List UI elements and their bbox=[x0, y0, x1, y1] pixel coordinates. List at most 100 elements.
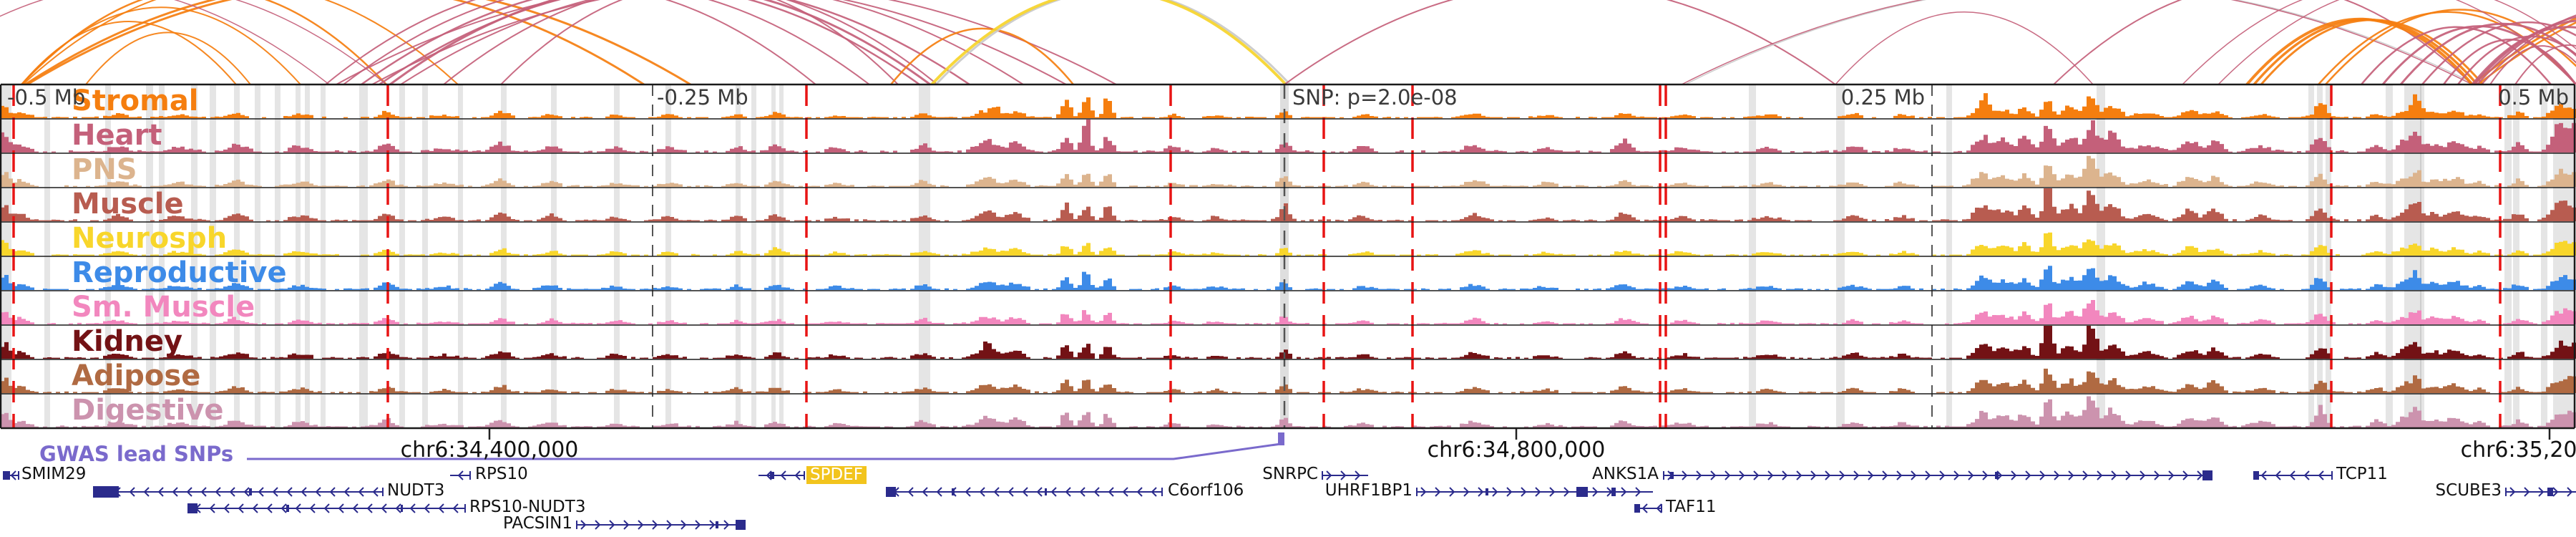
interaction-arc bbox=[1284, 0, 1836, 84]
gene-label-pacsin1: PACSIN1 bbox=[502, 514, 572, 533]
interaction-arc bbox=[2253, 18, 2479, 84]
interaction-arc bbox=[930, 0, 1287, 84]
gene-model-scube3 bbox=[2505, 487, 2576, 497]
snp-pvalue-label: SNP: p=2.0e-08 bbox=[1292, 85, 1458, 110]
gene-model-snrpc bbox=[1322, 470, 1368, 480]
interaction-arc bbox=[1835, 11, 2094, 84]
gene-model-spdef bbox=[758, 470, 805, 480]
gene-label-nudt3: NUDT3 bbox=[387, 481, 445, 500]
interaction-arc bbox=[500, 0, 899, 84]
chr-coordinate-label: chr6:35,200,000 bbox=[2460, 437, 2576, 463]
interaction-arc bbox=[2471, 26, 2576, 84]
gene-model-smim29 bbox=[3, 470, 19, 480]
gene-label-spdef: SPDEF bbox=[806, 466, 867, 484]
gene-model-c6orf106 bbox=[886, 487, 1163, 497]
interaction-arc bbox=[2053, 0, 2473, 84]
interaction-arc bbox=[935, 0, 1292, 84]
axis-mb-label: -0.5 Mb bbox=[7, 85, 86, 110]
axis-mb-label: 0.5 Mb bbox=[2498, 85, 2569, 110]
track-label-digestive: Digestive bbox=[72, 394, 224, 427]
track-label-muscle: Muscle bbox=[72, 188, 184, 221]
gene-label-scube3: SCUBE3 bbox=[2435, 481, 2502, 500]
signal-track-muscle bbox=[0, 188, 2576, 221]
gene-label-tcp11: TCP11 bbox=[2336, 465, 2388, 483]
interaction-arc bbox=[2514, 44, 2576, 84]
gwas-lead-snp-tick bbox=[1278, 432, 1284, 445]
interaction-arc bbox=[336, 0, 1067, 84]
signal-track-pns bbox=[0, 155, 2576, 187]
interaction-arc bbox=[325, 0, 816, 84]
track-label-heart: Heart bbox=[72, 119, 162, 152]
interaction-arc bbox=[21, 0, 387, 84]
gene-model-anks1a bbox=[1663, 470, 2212, 480]
interaction-arc bbox=[2477, 16, 2576, 84]
interaction-arc bbox=[389, 0, 931, 84]
interaction-arc bbox=[2218, 0, 2576, 84]
signal-track-kidney bbox=[0, 326, 2576, 359]
signal-track-stromal bbox=[0, 93, 2576, 118]
interaction-arc bbox=[371, 0, 1117, 84]
interaction-arc bbox=[24, 0, 645, 84]
interaction-arc bbox=[2481, 14, 2576, 84]
interaction-arc bbox=[2489, 45, 2576, 84]
gene-label-snrpc: SNRPC bbox=[1262, 465, 1318, 483]
track-label-adipose: Adipose bbox=[72, 359, 201, 392]
axis-mb-label: 0.25 Mb bbox=[1840, 85, 1925, 110]
signal-track-sm-muscle bbox=[0, 300, 2576, 324]
track-label-pns: PNS bbox=[72, 153, 137, 186]
gene-label-c6orf106: C6orf106 bbox=[1168, 481, 1244, 500]
signal-tracks bbox=[0, 93, 2576, 427]
track-label-neurosph: Neurosph bbox=[72, 222, 228, 255]
signal-track-heart bbox=[0, 120, 2576, 153]
interaction-arc bbox=[2477, 21, 2576, 84]
signal-track-neurosph bbox=[0, 232, 2576, 256]
interaction-arc bbox=[443, 0, 938, 84]
interaction-arc bbox=[379, 0, 970, 84]
interaction-arc bbox=[0, 0, 387, 84]
interaction-arc bbox=[2361, 26, 2552, 84]
track-label-stromal: Stromal bbox=[72, 84, 199, 117]
gene-label-rps10-nudt3: RPS10-NUDT3 bbox=[469, 498, 586, 516]
interaction-arc bbox=[1681, 0, 2473, 84]
gene-models bbox=[3, 429, 2576, 530]
interaction-arc bbox=[400, 0, 1024, 84]
gene-model-tcp11 bbox=[2253, 470, 2333, 480]
interaction-arc bbox=[2473, 19, 2576, 84]
signal-track-digestive bbox=[0, 396, 2576, 427]
interaction-arcs bbox=[0, 0, 2576, 84]
interaction-arc bbox=[890, 27, 1074, 84]
interaction-arc bbox=[361, 0, 920, 84]
chr-coordinate-label: chr6:34,400,000 bbox=[400, 437, 579, 463]
gene-model-nudt3 bbox=[93, 486, 384, 498]
gene-label-taf11: TAF11 bbox=[1666, 498, 1717, 516]
interaction-arc bbox=[2421, 21, 2576, 84]
gene-label-smim29: SMIM29 bbox=[21, 465, 87, 483]
interaction-arc bbox=[2457, 35, 2576, 84]
interaction-arc bbox=[2182, 0, 2576, 84]
gene-model-rps10-nudt3 bbox=[187, 503, 466, 513]
signal-track-reproductive bbox=[0, 266, 2576, 290]
gwas-pointer-line bbox=[247, 442, 1282, 460]
interaction-arc bbox=[343, 0, 870, 84]
signal-track-adipose bbox=[0, 368, 2576, 393]
gene-label-uhrf1bp1: UHRF1BP1 bbox=[1324, 481, 1413, 500]
interaction-arc bbox=[85, 32, 251, 84]
gene-label-rps10: RPS10 bbox=[475, 465, 528, 483]
interaction-arc bbox=[2260, 19, 2484, 84]
interaction-arc bbox=[1684, 0, 2477, 84]
axis-mb-label: -0.25 Mb bbox=[657, 85, 748, 110]
gene-model-taf11 bbox=[1634, 503, 1662, 513]
gwas-lead-snp-pointer bbox=[247, 432, 1284, 460]
track-label-sm-muscle: Sm. Muscle bbox=[72, 291, 255, 324]
interaction-arc bbox=[173, 0, 330, 84]
track-label-kidney: Kidney bbox=[72, 325, 183, 358]
gene-model-rps10 bbox=[450, 470, 471, 480]
gene-model-pacsin1 bbox=[576, 520, 746, 530]
gene-model-uhrf1bp1 bbox=[1416, 487, 1653, 497]
gene-label-anks1a: ANKS1A bbox=[1592, 465, 1659, 483]
interaction-arc bbox=[2472, 16, 2576, 84]
gwas-lead-snps-label: GWAS lead SNPs bbox=[39, 442, 234, 466]
interaction-arc bbox=[26, 0, 691, 84]
